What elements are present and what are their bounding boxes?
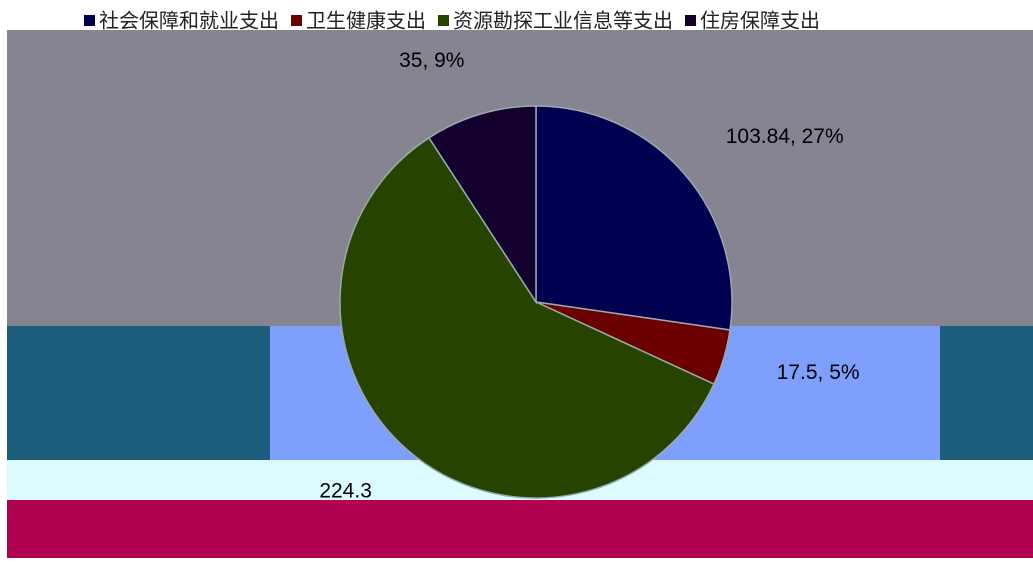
legend-swatch [84,15,95,26]
data-label: 103.84, 27% [726,125,844,148]
legend-label: 住房保障支出 [700,9,820,33]
data-label: 35, 9% [399,49,464,72]
legend-label: 卫生健康支出 [306,9,426,33]
legend-label: 资源勘探工业信息等支出 [453,9,673,33]
legend-label: 社会保障和就业支出 [99,9,279,33]
data-label: 17.5, 5% [777,361,860,384]
legend-swatch [438,15,449,26]
legend: 社会保障和就业支出 卫生健康支出 资源勘探工业信息等支出 住房保障支出 [84,9,820,33]
chart: 103.84, 27% 17.5, 5% 224.3 35, 9% 社会保障和就业支出… [0,0,1033,563]
legend-swatch [685,15,696,26]
backdrop-band [7,500,1033,558]
data-label: 224.3 [319,479,372,502]
legend-swatch [291,15,302,26]
